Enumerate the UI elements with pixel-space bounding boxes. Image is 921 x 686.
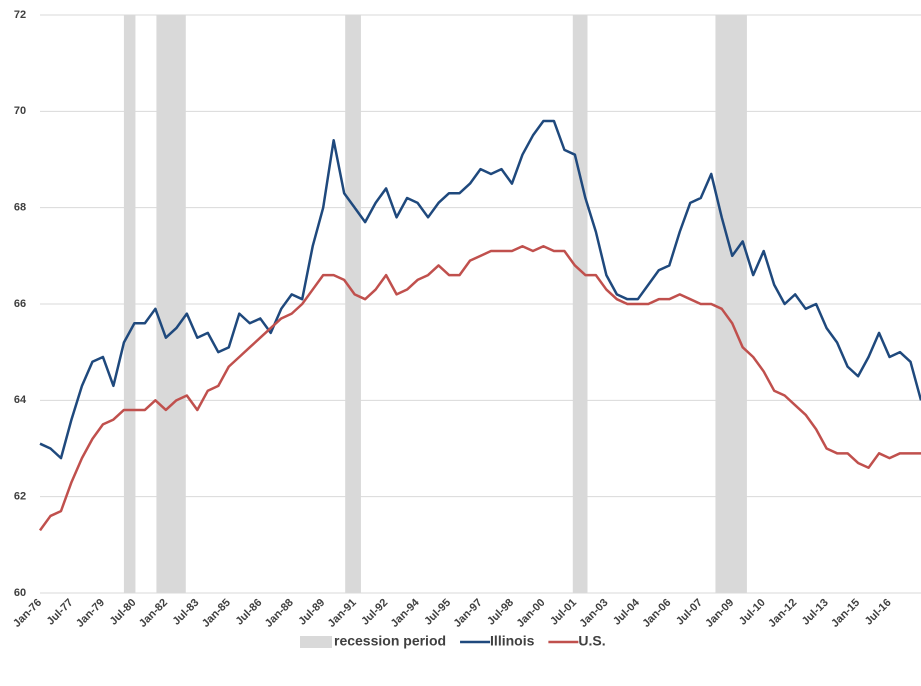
x-tick-label: Jul-16 <box>863 597 894 628</box>
x-tick-label: Jan-09 <box>703 597 736 630</box>
recession-band <box>345 15 361 593</box>
legend-label: recession period <box>334 633 446 649</box>
y-tick-label: 64 <box>14 394 27 406</box>
x-tick-label: Jul-95 <box>422 597 453 628</box>
x-tick-label: Jul-01 <box>548 597 579 628</box>
x-tick-label: Jan-91 <box>326 597 359 630</box>
y-tick-label: 62 <box>14 491 26 503</box>
legend-swatch <box>300 636 332 648</box>
series-line <box>38 244 921 532</box>
x-tick-label: Jul-04 <box>611 596 643 628</box>
y-tick-label: 66 <box>14 298 26 310</box>
x-tick-label: Jan-97 <box>452 597 485 630</box>
recession-band <box>572 15 588 593</box>
y-tick-label: 60 <box>14 587 26 599</box>
x-tick-label: Jan-00 <box>514 597 547 630</box>
x-tick-label: Jul-98 <box>485 597 516 628</box>
y-tick-label: 68 <box>14 202 26 214</box>
x-tick-label: Jan-03 <box>577 597 610 630</box>
x-tick-label: Jan-94 <box>389 596 423 630</box>
x-tick-label: Jan-88 <box>263 597 296 630</box>
x-tick-label: Jul-89 <box>296 597 327 628</box>
recession-band <box>156 15 186 593</box>
x-tick-label: Jan-12 <box>766 597 799 630</box>
x-tick-label: Jul-86 <box>233 597 264 628</box>
y-tick-label: 70 <box>14 105 26 117</box>
recession-band <box>715 15 747 593</box>
y-tick-label: 72 <box>14 9 26 21</box>
x-tick-label: Jul-83 <box>171 597 202 628</box>
x-tick-label: Jul-07 <box>674 597 705 628</box>
x-tick-label: Jan-79 <box>74 597 107 630</box>
x-tick-label: Jan-85 <box>200 597 233 630</box>
x-tick-label: Jul-77 <box>45 597 76 628</box>
recession-band <box>123 15 136 593</box>
legend-label: Illinois <box>490 633 535 649</box>
x-tick-label: Jan-82 <box>137 597 170 630</box>
x-tick-label: Jul-13 <box>800 597 831 628</box>
series-line <box>39 119 921 460</box>
x-tick-label: Jul-92 <box>359 597 390 628</box>
x-tick-label: Jan-76 <box>11 597 44 630</box>
x-tick-label: Jul-10 <box>737 597 768 628</box>
x-tick-label: Jul-80 <box>108 597 139 628</box>
legend-label: U.S. <box>578 633 605 649</box>
legend: recession period Illinois U.S. <box>300 633 606 649</box>
x-tick-label: Jan-15 <box>829 597 862 630</box>
x-tick-label: Jan-06 <box>640 597 673 630</box>
